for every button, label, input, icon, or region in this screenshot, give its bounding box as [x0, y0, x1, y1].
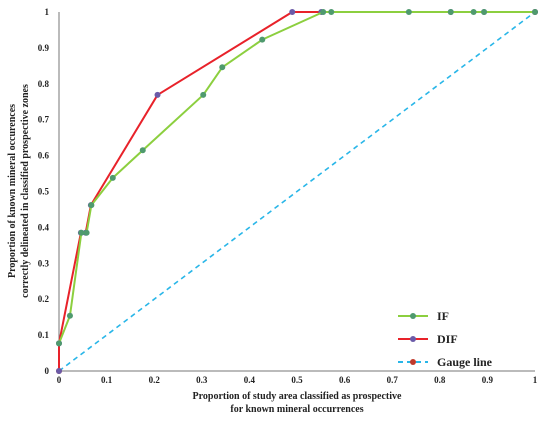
x-tick-label: 0: [57, 375, 62, 385]
legend-if-marker: [410, 313, 416, 319]
if-point: [56, 340, 62, 347]
dif-point: [289, 9, 296, 15]
legend-dif-marker: [410, 336, 416, 342]
legend-dif-label: DIF: [437, 332, 458, 346]
if-point: [447, 9, 454, 15]
if-point: [78, 229, 85, 236]
legend: IF DIF Gauge line: [398, 309, 493, 369]
x-tick-label: 0.4: [244, 375, 256, 385]
y-tick-label: 0.5: [38, 187, 50, 197]
y-tick-label: 0.9: [38, 43, 50, 53]
if-point: [139, 147, 146, 154]
if-point: [470, 9, 477, 15]
tick-labels: 0 0.1 0.2 0.3 0.4 0.5 0.6 0.7 0.8 0.9 1 0 0.1 0.2 0.3 0…: [38, 7, 538, 385]
x-axis-title: Proportion of study area classified as p…: [193, 391, 402, 415]
y-tick-label: 0.4: [38, 222, 50, 232]
x-tick-label: 0.3: [196, 375, 208, 385]
x-tick-label: 0.2: [149, 375, 161, 385]
if-point: [200, 91, 207, 98]
y-tick-label: 0.1: [38, 330, 50, 340]
if-series-line: [58, 11, 535, 344]
if-point: [328, 9, 335, 15]
gauge-line-series-line: [58, 11, 536, 372]
axes: [58, 12, 535, 372]
if-point: [66, 312, 73, 319]
x-tick-label: 0.7: [387, 375, 399, 385]
if-point: [532, 9, 538, 15]
y-axis-title-line: Proportion of known mineral occurences: [7, 104, 18, 278]
x-axis-title-line: for known mineral occurrences: [230, 404, 363, 415]
y-tick-label: 0: [45, 366, 50, 376]
legend-if-label: IF: [437, 309, 449, 323]
y-tick-label: 0.7: [38, 115, 50, 125]
if-point: [219, 64, 226, 71]
y-tick-label: 1: [45, 7, 50, 17]
if-point: [320, 9, 327, 15]
x-tick-label: 0.8: [434, 375, 446, 385]
y-axis-title: Proportion of known mineral occurences co…: [7, 84, 31, 298]
x-axis-title-line: Proportion of study area classified as p…: [193, 391, 402, 402]
if-point: [88, 202, 95, 209]
if-point: [481, 9, 488, 15]
x-tick-label: 0.6: [339, 375, 351, 385]
y-axis-title-line: correctly delineated in classified prosp…: [20, 84, 31, 298]
y-tick-label: 0.8: [38, 79, 50, 89]
if-point: [83, 229, 90, 236]
x-tick-label: 0.5: [291, 375, 303, 385]
y-tick-label: 0.6: [38, 151, 50, 161]
legend-gauge-line-marker: [410, 359, 416, 365]
dif-point: [56, 368, 62, 374]
y-tick-label: 0.2: [38, 294, 50, 304]
legend-gauge-line-label: Gauge line: [437, 355, 493, 369]
dif-point: [154, 91, 161, 98]
if-point: [259, 36, 266, 43]
if-point: [109, 174, 116, 181]
series-layer: [56, 9, 538, 374]
x-tick-label: 1: [533, 375, 538, 385]
y-tick-label: 0.3: [38, 258, 50, 268]
x-tick-label: 0.9: [482, 375, 494, 385]
if-point: [405, 9, 412, 15]
x-tick-label: 0.1: [101, 375, 113, 385]
